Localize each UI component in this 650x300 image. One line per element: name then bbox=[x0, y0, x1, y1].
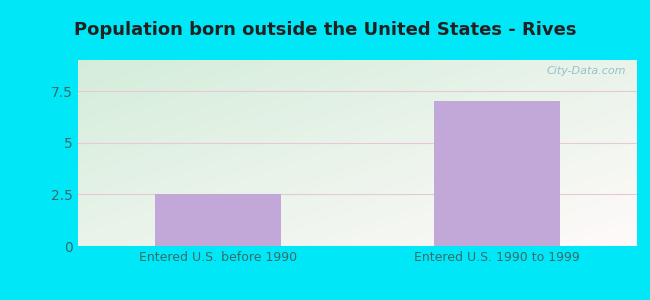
Text: Population born outside the United States - Rives: Population born outside the United State… bbox=[73, 21, 577, 39]
Text: City-Data.com: City-Data.com bbox=[546, 66, 626, 76]
Bar bbox=[434, 101, 560, 246]
Bar bbox=[155, 194, 281, 246]
